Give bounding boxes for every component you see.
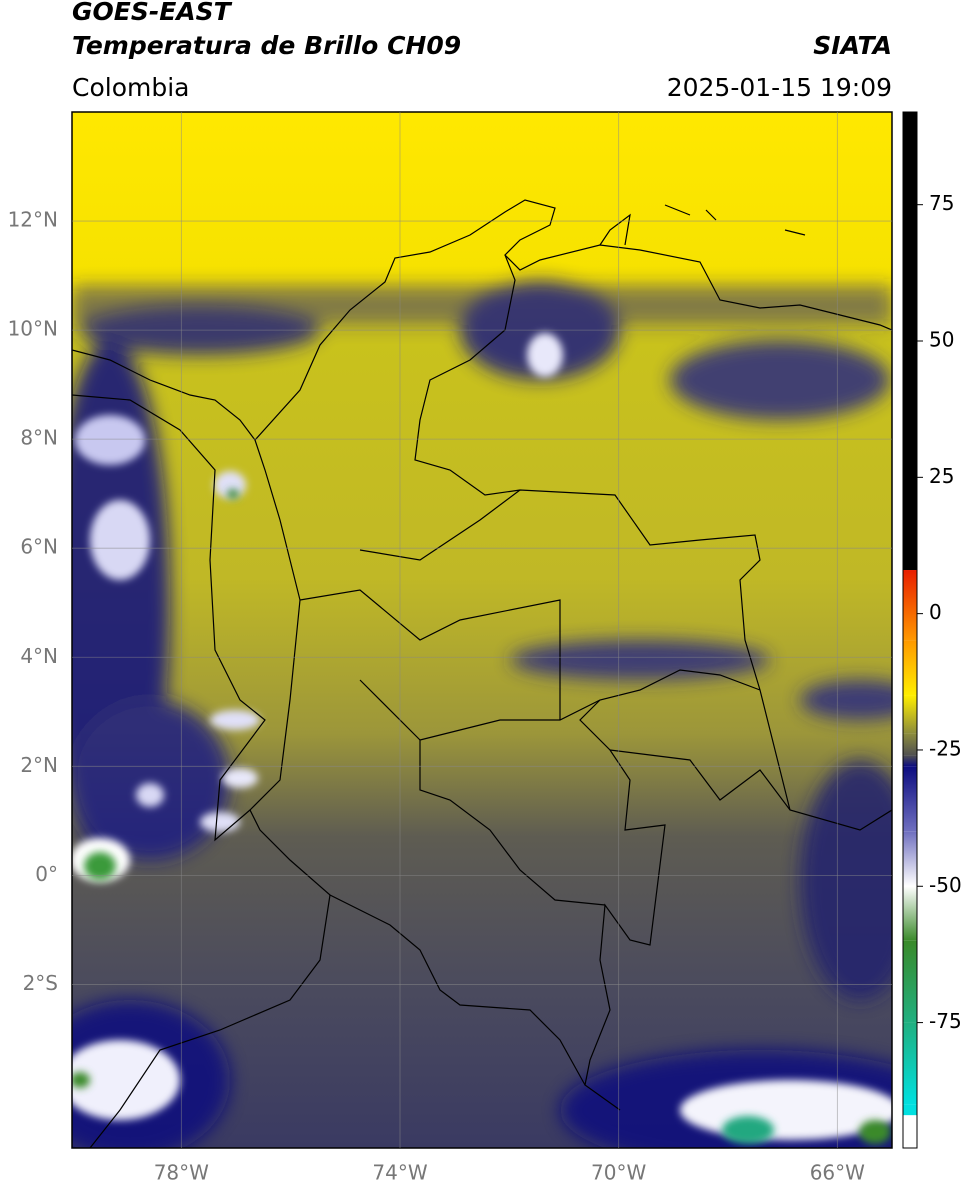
datetime: 2025-01-15 19:09 xyxy=(667,73,892,102)
map-frame xyxy=(71,111,893,1149)
colorbar-segment xyxy=(903,755,917,767)
y-tick-label: 6°N xyxy=(20,535,58,559)
satellite-image xyxy=(72,112,892,1148)
colorbar-tick-label: 25 xyxy=(929,464,954,488)
x-tick-label: 66°W xyxy=(810,1161,865,1185)
y-tick-label: 4°N xyxy=(20,644,58,668)
colorbar-segment xyxy=(903,886,917,941)
colorbar-tick-label: -50 xyxy=(929,873,962,897)
colorbar-segment xyxy=(903,1115,917,1148)
x-tick-label: 78°W xyxy=(154,1161,209,1185)
colorbar-segment xyxy=(903,640,917,696)
colorbar-segment xyxy=(903,766,917,832)
colorbar-tick-label: 75 xyxy=(929,191,954,215)
x-tick-label: 70°W xyxy=(591,1161,646,1185)
subtitle: Temperatura de Brillo CH09 xyxy=(72,31,461,60)
title: GOES-EAST xyxy=(72,0,233,26)
region: Colombia xyxy=(72,73,189,102)
y-tick-label: 10°N xyxy=(8,317,58,341)
y-tick-label: 0° xyxy=(35,862,58,886)
source: SIATA xyxy=(813,31,892,60)
x-tick-label: 74°W xyxy=(372,1161,427,1185)
colorbar-segment xyxy=(903,570,917,641)
colorbar-frame xyxy=(902,111,918,1149)
colorbar-segment xyxy=(903,733,917,756)
colorbar-segment xyxy=(903,1104,917,1116)
y-tick-label: 2°N xyxy=(20,753,58,777)
y-tick-label: 2°S xyxy=(23,971,58,995)
colorbar: 75 50 25 0 -25 -50 -75 xyxy=(903,112,962,1148)
y-tick-label: 8°N xyxy=(20,426,58,450)
colorbar-segment xyxy=(903,1022,917,1105)
colorbar-segment xyxy=(903,831,917,887)
colorbar-segment xyxy=(903,695,917,734)
colorbar-tick-label: -75 xyxy=(929,1009,962,1033)
colorbar-segment xyxy=(903,112,917,571)
colorbar-tick-label: -25 xyxy=(929,736,962,760)
y-tick-label: 12°N xyxy=(8,208,58,232)
colorbar-segment xyxy=(903,940,917,1023)
colorbar-tick-label: 50 xyxy=(929,328,954,352)
colorbar-tick-label: 0 xyxy=(929,600,942,624)
